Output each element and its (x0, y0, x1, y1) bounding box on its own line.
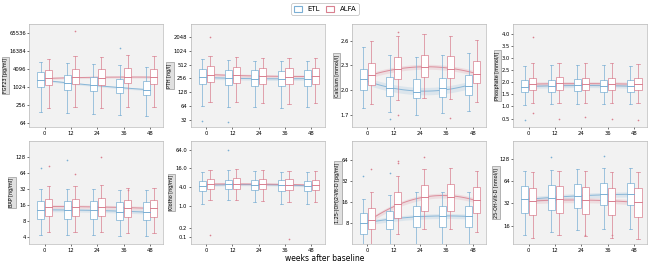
Bar (304, 181, 311, 191)
Y-axis label: FGF23 [pg/ml]: FGF23 [pg/ml] (3, 58, 8, 93)
Bar (627, 183, 634, 205)
Bar (413, 79, 420, 98)
Text: weeks after baseline: weeks after baseline (285, 254, 365, 263)
Bar (207, 179, 214, 189)
Bar (259, 179, 266, 189)
Bar (439, 78, 446, 97)
Y-axis label: Klotho [ng/ml]: Klotho [ng/ml] (169, 175, 174, 210)
Bar (312, 68, 319, 84)
Bar (278, 71, 285, 86)
Bar (124, 200, 131, 217)
Y-axis label: PTH [ng/l]: PTH [ng/l] (167, 64, 172, 88)
Bar (634, 78, 642, 90)
Bar (312, 180, 319, 190)
Bar (90, 201, 97, 219)
Legend: ETL, ALFA: ETL, ALFA (291, 3, 359, 15)
Y-axis label: Phosphate [mmol/l]: Phosphate [mmol/l] (495, 52, 500, 100)
Bar (574, 184, 581, 207)
Bar (465, 206, 473, 227)
Y-axis label: Calcium [mmol/l]: Calcium [mmol/l] (334, 55, 339, 97)
Bar (368, 209, 375, 229)
Bar (447, 184, 454, 211)
Bar (556, 77, 562, 90)
Bar (473, 188, 480, 214)
Bar (151, 200, 157, 217)
Bar (199, 69, 205, 84)
Bar (259, 68, 266, 84)
Bar (582, 187, 589, 214)
Bar (252, 180, 258, 190)
Bar (72, 199, 79, 216)
Bar (601, 183, 607, 205)
Bar (582, 78, 589, 90)
Bar (386, 211, 393, 229)
Bar (574, 79, 581, 91)
Bar (386, 77, 393, 96)
Bar (278, 180, 285, 191)
Bar (37, 201, 44, 219)
Bar (225, 70, 232, 85)
Bar (634, 188, 642, 217)
Bar (207, 66, 214, 82)
Bar (252, 70, 258, 86)
Bar (521, 80, 528, 92)
Bar (46, 70, 52, 85)
Bar (199, 181, 205, 191)
Y-axis label: BAP [ng/ml]: BAP [ng/ml] (9, 178, 14, 207)
Bar (608, 78, 615, 90)
Bar (124, 68, 131, 83)
Bar (548, 80, 554, 92)
Bar (116, 202, 124, 220)
Bar (413, 206, 420, 227)
Bar (225, 180, 232, 189)
Bar (304, 70, 311, 86)
Bar (394, 193, 401, 218)
Bar (360, 69, 367, 90)
Y-axis label: 1,25-(OH)2-Vit-D [pg/ml]: 1,25-(OH)2-Vit-D [pg/ml] (335, 163, 341, 223)
Bar (421, 55, 428, 77)
Bar (64, 201, 71, 219)
Bar (98, 69, 105, 85)
Bar (521, 186, 528, 213)
Bar (360, 214, 367, 234)
Bar (627, 80, 634, 92)
Bar (142, 202, 150, 220)
Bar (394, 57, 401, 79)
Y-axis label: 25-OH-Vit-D [nmol/l]: 25-OH-Vit-D [nmol/l] (493, 168, 499, 218)
Bar (90, 77, 97, 91)
Bar (529, 188, 536, 215)
Bar (556, 186, 562, 213)
Bar (72, 69, 79, 84)
Bar (142, 81, 150, 95)
Bar (473, 61, 480, 84)
Bar (439, 206, 446, 227)
Bar (116, 79, 124, 93)
Bar (601, 80, 607, 92)
Bar (447, 56, 454, 78)
Bar (529, 78, 536, 90)
Bar (608, 188, 615, 215)
Bar (285, 179, 293, 190)
Bar (465, 75, 473, 95)
Bar (151, 69, 157, 84)
Bar (98, 198, 105, 216)
Bar (285, 68, 293, 84)
Bar (233, 178, 240, 189)
Bar (421, 185, 428, 211)
Bar (368, 63, 375, 85)
Bar (64, 75, 71, 90)
Bar (37, 72, 44, 88)
Bar (548, 185, 554, 210)
Bar (46, 199, 52, 216)
Bar (233, 67, 240, 83)
